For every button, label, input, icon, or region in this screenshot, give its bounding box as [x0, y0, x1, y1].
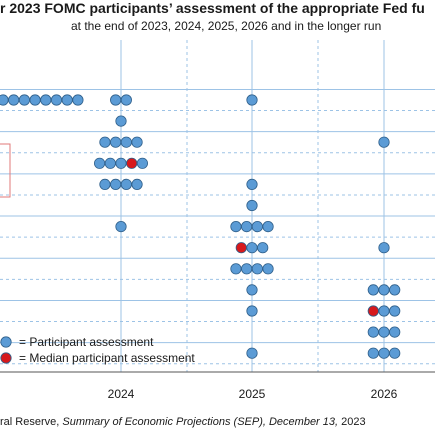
x-tick-label: 2026 — [371, 387, 398, 401]
participant-dot — [367, 347, 379, 359]
participant-dot — [0, 94, 9, 106]
x-tick-label: 2024 — [108, 387, 135, 401]
participant-dot — [61, 94, 73, 106]
legend-marker — [0, 336, 12, 348]
participant-dot — [262, 221, 274, 233]
dot-marks — [0, 94, 401, 359]
legend: = Participant assessment = Median partici… — [0, 335, 195, 365]
participant-dot — [246, 347, 258, 359]
participant-dot — [110, 94, 122, 106]
participant-dot — [115, 157, 127, 169]
participant-dot — [230, 221, 242, 233]
participant-dot — [115, 221, 127, 233]
x-tick-labels: 2024 2025 2026 — [108, 387, 398, 401]
participant-dot — [246, 242, 258, 254]
participant-dot — [8, 94, 20, 106]
participant-dot — [104, 157, 116, 169]
participant-dot — [367, 284, 379, 296]
chart-title: r 2023 FOMC participants’ assessment of … — [0, 0, 425, 16]
participant-dot — [110, 136, 122, 148]
source-italic: Summary of Economic Projections (SEP), D… — [62, 416, 339, 428]
participant-dot — [99, 178, 111, 190]
participant-dot — [241, 221, 253, 233]
source-prefix: ral Reserve, — [0, 416, 63, 428]
participant-dot — [378, 305, 390, 317]
participant-dot — [40, 94, 52, 106]
participant-dot — [378, 136, 390, 148]
participant-dot — [120, 94, 132, 106]
participant-dot — [251, 263, 263, 275]
median-dot — [126, 157, 138, 169]
participant-dot — [115, 115, 127, 127]
participant-dot — [367, 326, 379, 338]
participant-dot — [246, 94, 258, 106]
legend-entry: = Median participant assessment — [19, 351, 195, 365]
participant-dot — [246, 305, 258, 317]
source-suffix: 2023 — [338, 416, 366, 428]
participant-dot — [18, 94, 31, 106]
participant-dot — [389, 284, 401, 296]
participant-dot — [257, 242, 269, 254]
participant-dot — [136, 157, 148, 169]
participant-dot — [378, 242, 390, 254]
legend-marker — [0, 352, 12, 364]
participant-dot — [246, 178, 258, 190]
chart-subtitle: at the end of 2023, 2024, 2025, 2026 and… — [71, 19, 382, 33]
participant-dot — [72, 94, 84, 106]
participant-dot — [94, 157, 106, 169]
participant-dot — [131, 178, 143, 190]
participant-dot — [120, 136, 132, 148]
participant-dot — [378, 326, 390, 338]
participant-dot — [262, 263, 274, 275]
participant-dot — [131, 136, 143, 148]
participant-dot — [378, 284, 390, 296]
participant-dot — [389, 305, 401, 317]
source-note: ral Reserve, Summary of Economic Project… — [0, 416, 366, 428]
participant-dot — [230, 263, 242, 275]
gridlines — [0, 40, 435, 373]
participant-dot — [110, 178, 122, 190]
legend-entry: = Participant assessment — [19, 335, 154, 349]
inset-box — [0, 143, 11, 198]
participant-dot — [389, 347, 401, 359]
participant-dot — [246, 199, 258, 212]
median-dot — [367, 305, 379, 317]
participant-dot — [378, 347, 390, 359]
x-tick-label: 2025 — [239, 387, 266, 401]
participant-dot — [241, 263, 253, 275]
participant-dot — [251, 221, 263, 233]
participant-dot — [29, 94, 41, 106]
participant-dot — [389, 326, 401, 338]
participant-dot — [120, 178, 132, 190]
participant-dot — [99, 136, 111, 148]
participant-dot — [50, 94, 63, 106]
participant-dot — [246, 284, 258, 296]
median-dot — [235, 242, 247, 254]
